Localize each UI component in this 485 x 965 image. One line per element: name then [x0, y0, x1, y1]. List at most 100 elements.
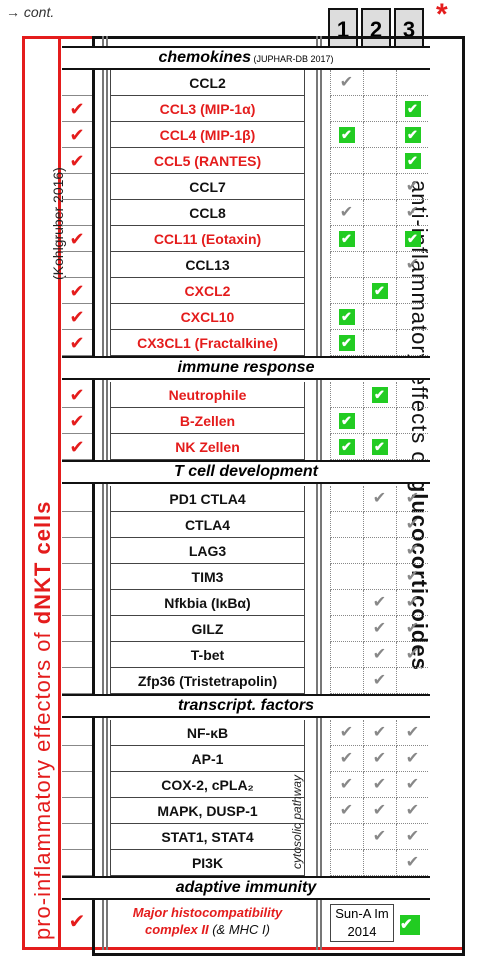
grey-check-icon: ✔	[372, 724, 387, 741]
green-check-icon: ✔	[404, 127, 421, 143]
dnkt-check-cell	[62, 616, 92, 642]
grey-check-icon: ✔	[372, 776, 387, 793]
green-check-icon: ✔	[338, 413, 355, 429]
row-label: CCL5 (RANTES)	[110, 148, 305, 174]
row-20-col1-cell	[330, 642, 362, 668]
row-5-col1-cell: ✔	[330, 200, 362, 226]
row-15-col1-cell	[330, 512, 362, 538]
row-label: T-bet	[110, 642, 305, 668]
green-check-icon: ✔	[338, 335, 355, 351]
row-18-col2-cell: ✔	[363, 590, 395, 616]
row-14-col3-cell: ✔	[396, 486, 428, 512]
row-19-col3-cell: ✔	[396, 616, 428, 642]
row-label: Nfkbia (IκBα)	[110, 590, 305, 616]
grey-check-icon: ✔	[405, 828, 420, 845]
row-5-col2-cell	[363, 200, 395, 226]
dnkt-check-cell: ✔	[62, 278, 92, 304]
green-check-icon: ✔	[338, 127, 355, 143]
dnkt-check-cell	[62, 174, 92, 200]
row-6-col1-cell: ✔	[330, 226, 362, 252]
cytosolic-pathway-label: cytosolic pathway	[290, 774, 304, 869]
row-label: B-Zellen	[110, 408, 305, 434]
table-row: GILZ ✔ ✔	[62, 616, 430, 642]
grey-check-icon: ✔	[339, 724, 354, 741]
row-18-col1-cell	[330, 590, 362, 616]
row-11-col1-cell	[330, 382, 362, 408]
row-7-col3-cell: ✔	[396, 252, 428, 278]
row-6-col3-cell: ✔	[396, 226, 428, 252]
row-label: CXCL2	[110, 278, 305, 304]
row-15-col2-cell	[363, 512, 395, 538]
row-label: TIM3	[110, 564, 305, 590]
table-row: ✔ B-Zellen ✔	[62, 408, 430, 434]
row-16-col2-cell	[363, 538, 395, 564]
row-26-col2-cell: ✔	[363, 824, 395, 850]
row-label: NF-κB	[110, 720, 305, 746]
section-tcell: T cell development	[62, 460, 430, 484]
dnkt-check-cell	[62, 512, 92, 538]
row-0-col3-cell	[396, 70, 428, 96]
table-row: CTLA4 ✔	[62, 512, 430, 538]
green-check-icon: ✔	[404, 153, 421, 169]
row-23-col3-cell: ✔	[396, 746, 428, 772]
dnkt-check-cell: ✔	[62, 382, 92, 408]
row-17-col3-cell: ✔	[396, 564, 428, 590]
row-16-col3-cell: ✔	[396, 538, 428, 564]
dnkt-check-cell	[62, 668, 92, 694]
grey-check-icon: ✔	[405, 178, 420, 195]
dnkt-check-cell	[62, 70, 92, 96]
row-12-col3-cell	[396, 408, 428, 434]
row-22-col2-cell: ✔	[363, 720, 395, 746]
table-row: ✔ CCL5 (RANTES) ✔	[62, 148, 430, 174]
row-8-col3-cell	[396, 278, 428, 304]
grey-check-icon: ✔	[372, 620, 387, 637]
row-0-col2-cell	[363, 70, 395, 96]
row-21-col2-cell: ✔	[363, 668, 395, 694]
dnkt-check-cell	[62, 564, 92, 590]
grey-check-icon: ✔	[372, 594, 387, 611]
dnkt-check-cell	[62, 642, 92, 668]
row-8-col1-cell	[330, 278, 362, 304]
row-14-col1-cell	[330, 486, 362, 512]
row-label: COX-2, cPLA₂	[110, 772, 305, 798]
reference-sun-a-im: Sun-A Im 2014	[330, 904, 394, 942]
grey-check-icon: ✔	[405, 256, 420, 273]
grey-check-icon: ✔	[405, 802, 420, 819]
grey-check-icon: ✔	[405, 854, 420, 871]
grey-check-icon: ✔	[372, 802, 387, 819]
grey-check-icon: ✔	[372, 750, 387, 767]
table-row: Zfp36 (Tristetrapolin) ✔	[62, 668, 430, 694]
table-row: ✔ CCL11 (Eotaxin) ✔ ✔	[62, 226, 430, 252]
section-chemokines: chemokines (JUPHAR-DB 2017)	[62, 46, 430, 70]
grey-check-icon: ✔	[405, 646, 420, 663]
row-25-col3-cell: ✔	[396, 798, 428, 824]
table-row: TIM3 ✔	[62, 564, 430, 590]
pro-inflammatory-title: pro-inflammatory effectors of dNKT cells	[30, 500, 55, 940]
dnkt-check-cell	[62, 746, 92, 772]
dnkt-check-cell: ✔	[62, 148, 92, 174]
row-21-col3-cell	[396, 668, 428, 694]
row-label: CCL7	[110, 174, 305, 200]
green-check-icon: ✔	[404, 231, 421, 247]
row-4-col3-cell: ✔	[396, 174, 428, 200]
row-7-col1-cell	[330, 252, 362, 278]
grey-check-icon: ✔	[372, 646, 387, 663]
table-row: ✔ NK Zellen ✔ ✔	[62, 434, 430, 460]
grey-check-icon: ✔	[405, 490, 420, 507]
anti-inflammatory-frame	[92, 36, 465, 956]
grey-check-icon: ✔	[372, 490, 387, 507]
row-6-col2-cell	[363, 226, 395, 252]
dnkt-check-cell	[62, 798, 92, 824]
name-column-right-rule	[316, 36, 322, 950]
table-row: CCL2 ✔	[62, 70, 430, 96]
row-7-col2-cell	[363, 252, 395, 278]
table-row: MAPK, DUSP-1 ✔ ✔ ✔	[62, 798, 430, 824]
grey-check-icon: ✔	[405, 568, 420, 585]
row-13-col1-cell: ✔	[330, 434, 362, 460]
row-1-col3-cell: ✔	[396, 96, 428, 122]
row-label: CCL3 (MIP-1α)	[110, 96, 305, 122]
row-19-col1-cell	[330, 616, 362, 642]
table-row: CCL13 ✔	[62, 252, 430, 278]
table-row: AP-1 ✔ ✔ ✔	[62, 746, 430, 772]
table-row: Nfkbia (IκBα) ✔ ✔	[62, 590, 430, 616]
